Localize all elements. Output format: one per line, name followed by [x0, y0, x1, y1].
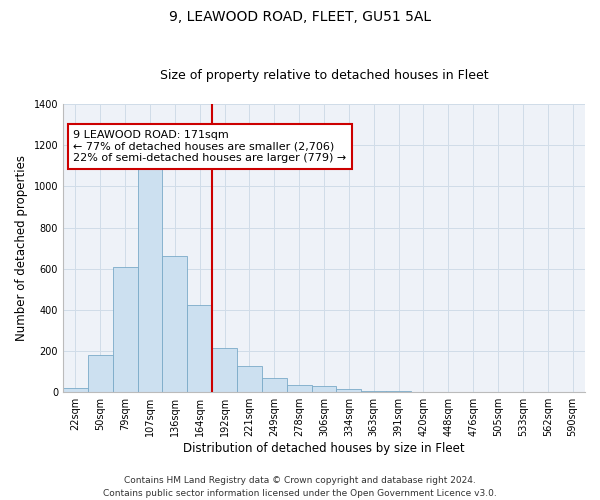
Bar [311, 386, 337, 392]
Bar [163, 256, 187, 392]
Bar [63, 388, 88, 392]
Text: Contains HM Land Registry data © Crown copyright and database right 2024.
Contai: Contains HM Land Registry data © Crown c… [103, 476, 497, 498]
Bar [237, 366, 262, 392]
Bar [137, 167, 163, 392]
Bar [287, 385, 311, 392]
Text: 9, LEAWOOD ROAD, FLEET, GU51 5AL: 9, LEAWOOD ROAD, FLEET, GU51 5AL [169, 10, 431, 24]
Text: 9 LEAWOOD ROAD: 171sqm
← 77% of detached houses are smaller (2,706)
22% of semi-: 9 LEAWOOD ROAD: 171sqm ← 77% of detached… [73, 130, 347, 163]
Bar [361, 390, 386, 392]
Y-axis label: Number of detached properties: Number of detached properties [15, 155, 28, 341]
Bar [187, 304, 212, 392]
Bar [212, 348, 237, 392]
Bar [262, 378, 287, 392]
Bar [386, 391, 411, 392]
X-axis label: Distribution of detached houses by size in Fleet: Distribution of detached houses by size … [183, 442, 465, 455]
Bar [88, 355, 113, 392]
Bar [337, 390, 361, 392]
Bar [113, 266, 137, 392]
Title: Size of property relative to detached houses in Fleet: Size of property relative to detached ho… [160, 69, 488, 82]
